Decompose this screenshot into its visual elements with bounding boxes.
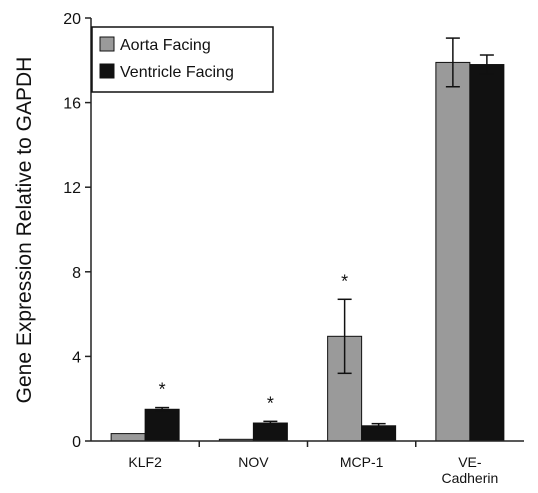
aorta-facing-legend-swatch bbox=[100, 37, 114, 51]
aorta-facing-bar bbox=[436, 62, 470, 441]
x-category-label: NOV bbox=[238, 454, 269, 470]
y-tick-label: 12 bbox=[63, 180, 81, 197]
ventricle-facing-bar bbox=[470, 65, 504, 441]
y-tick-label: 0 bbox=[72, 434, 81, 451]
y-tick-label: 8 bbox=[72, 265, 81, 282]
ventricle-facing-legend-swatch bbox=[100, 64, 114, 78]
x-category-label-line: KLF2 bbox=[128, 454, 162, 470]
aorta-facing-legend-label: Aorta Facing bbox=[120, 37, 211, 54]
ventricle-facing-legend-label: Ventricle Facing bbox=[120, 64, 234, 81]
y-axis-title: Gene Expression Relative to GAPDH bbox=[13, 57, 36, 404]
significance-marker: * bbox=[341, 271, 348, 291]
x-category-label-line: MCP-1 bbox=[340, 454, 384, 470]
x-category-label: KLF2 bbox=[128, 454, 162, 470]
x-category-label-line: NOV bbox=[238, 454, 269, 470]
x-category-label: VE-Cadherin bbox=[441, 454, 498, 486]
legend: Aorta Facing Ventricle Facing bbox=[92, 27, 273, 92]
x-category-label-line: VE- bbox=[458, 454, 482, 470]
significance-marker: * bbox=[267, 393, 274, 413]
ventricle-facing-bar bbox=[253, 423, 287, 441]
y-tick-label: 20 bbox=[63, 11, 81, 28]
ventricle-facing-bar bbox=[145, 409, 179, 441]
aorta-facing-bar bbox=[111, 434, 145, 441]
significance-marker: * bbox=[159, 380, 166, 400]
y-tick-label: 4 bbox=[72, 349, 81, 366]
x-category-label-line: Cadherin bbox=[441, 470, 498, 486]
x-category-label: MCP-1 bbox=[340, 454, 384, 470]
y-tick-label: 16 bbox=[63, 96, 81, 113]
